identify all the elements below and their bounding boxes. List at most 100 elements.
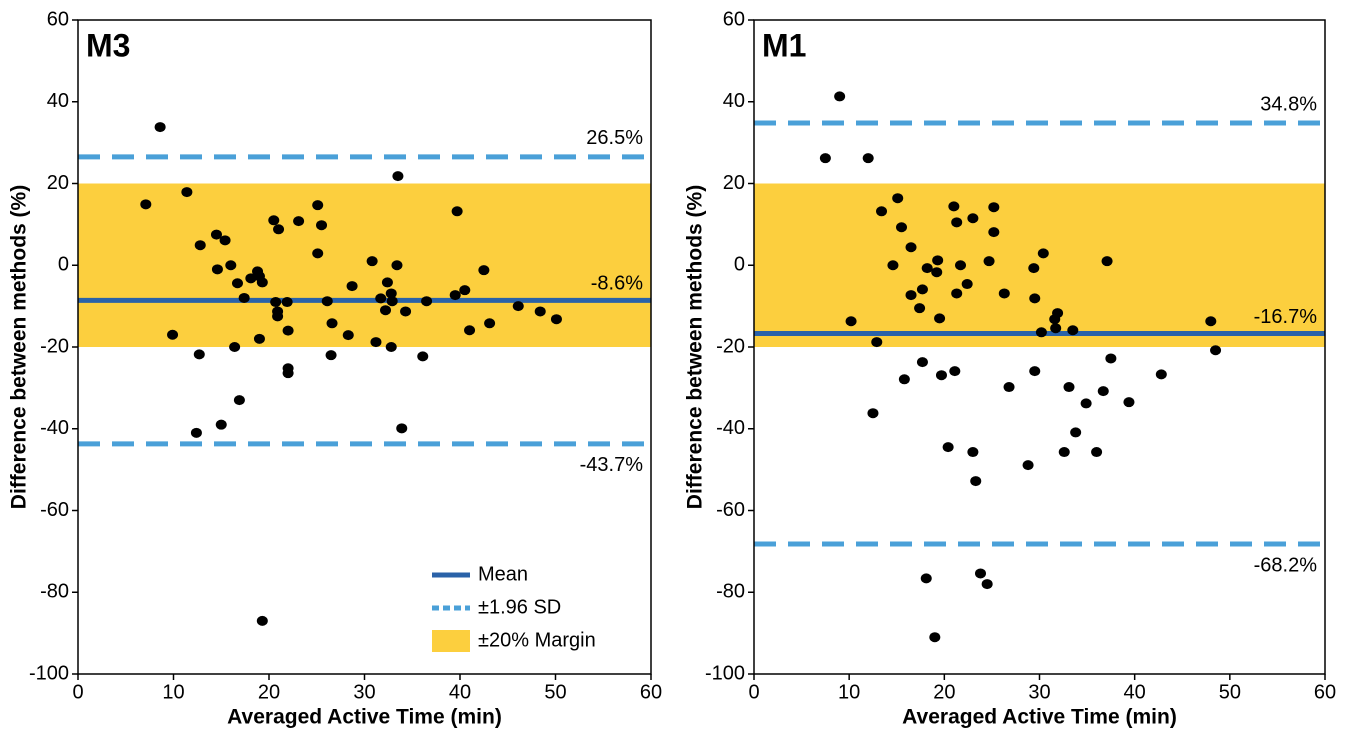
data-point <box>862 153 874 164</box>
data-point <box>370 337 382 348</box>
data-point <box>238 292 250 303</box>
data-point <box>1003 382 1015 393</box>
data-point <box>981 579 993 590</box>
y-tick-label: 60 <box>47 8 69 30</box>
data-point <box>256 277 268 288</box>
data-point <box>154 122 166 133</box>
data-point <box>312 200 324 211</box>
sd-value-label: 34.8% <box>1260 93 1317 115</box>
panel-title: M1 <box>762 27 806 63</box>
data-point <box>366 256 378 267</box>
margin-band <box>78 183 651 347</box>
x-tick-label: 40 <box>449 681 471 703</box>
data-point <box>914 303 926 314</box>
data-point <box>998 288 1010 299</box>
data-point <box>898 374 910 385</box>
data-point <box>845 316 857 327</box>
data-point <box>417 351 429 362</box>
data-point <box>325 350 337 361</box>
x-tick-label: 50 <box>544 681 566 703</box>
y-tick-label: -100 <box>705 662 745 684</box>
sd-value-label: 26.5% <box>586 127 643 149</box>
data-point <box>951 217 963 228</box>
data-point <box>929 632 941 643</box>
sd-value-label: -43.7% <box>580 454 644 476</box>
data-point <box>451 206 463 217</box>
data-point <box>1205 316 1217 327</box>
data-point <box>974 568 986 579</box>
data-point <box>920 573 932 584</box>
data-point <box>1105 353 1117 364</box>
legend-swatch <box>432 630 470 652</box>
panel-title: M3 <box>86 27 130 63</box>
data-point <box>312 248 324 259</box>
data-point <box>225 260 237 271</box>
data-point <box>316 220 328 231</box>
x-axis-label: Averaged Active Time (min) <box>902 706 1177 729</box>
data-point <box>1080 398 1092 409</box>
y-tick-label: -80 <box>716 581 745 603</box>
data-point <box>346 281 358 292</box>
data-point <box>1050 323 1062 334</box>
data-point <box>871 337 883 348</box>
data-point <box>934 313 946 324</box>
data-point <box>931 267 943 278</box>
y-tick-label: -60 <box>40 499 69 521</box>
data-point <box>272 311 284 322</box>
data-point <box>282 325 294 336</box>
data-point <box>1029 366 1041 377</box>
data-point <box>293 216 305 227</box>
data-point <box>921 263 933 274</box>
x-tick-label: 20 <box>933 681 955 703</box>
data-point <box>181 187 193 198</box>
data-point <box>421 296 433 307</box>
legend-label: Mean <box>478 563 528 585</box>
data-point <box>951 288 963 299</box>
data-point <box>1022 460 1034 471</box>
x-tick-label: 10 <box>162 681 184 703</box>
x-tick-label: 60 <box>640 681 662 703</box>
x-tick-label: 30 <box>1028 681 1050 703</box>
data-point <box>1070 427 1082 438</box>
y-tick-label: -100 <box>29 662 69 684</box>
y-tick-label: 20 <box>47 172 69 194</box>
x-tick-label: 20 <box>258 681 280 703</box>
x-tick-label: 50 <box>1219 681 1241 703</box>
data-point <box>916 357 928 368</box>
data-point <box>245 273 257 284</box>
data-point <box>167 329 179 340</box>
data-point <box>819 153 831 164</box>
data-point <box>400 306 412 317</box>
data-point <box>194 240 206 251</box>
data-point <box>385 288 397 299</box>
legend: Mean ±1.96 SD ±20% Margin <box>432 563 596 652</box>
data-point <box>896 222 908 233</box>
data-point <box>140 199 152 210</box>
data-point <box>381 277 393 288</box>
y-axis-label: Difference between methods (%) <box>684 185 707 509</box>
data-point <box>955 260 967 271</box>
margin-band <box>754 183 1325 347</box>
data-point <box>1091 447 1103 458</box>
data-point <box>892 193 904 204</box>
x-tick-label: 40 <box>1124 681 1146 703</box>
data-point <box>988 202 1000 213</box>
y-tick-label: -40 <box>716 417 745 439</box>
data-point <box>1037 248 1049 259</box>
data-point <box>970 476 982 487</box>
x-tick-label: 0 <box>72 681 83 703</box>
data-point <box>1097 386 1109 397</box>
data-point <box>1101 256 1113 267</box>
data-point <box>391 260 403 271</box>
data-point <box>380 305 392 316</box>
data-point <box>834 91 846 102</box>
data-point <box>478 265 490 276</box>
data-point <box>550 314 562 325</box>
data-point <box>233 395 245 406</box>
panel: 34.8% -68.2% -16.7% -100 -80 -60 -40 -20 0 20 40 60… <box>684 8 1337 728</box>
data-point <box>1123 397 1135 408</box>
data-point <box>231 278 243 289</box>
data-point <box>1067 325 1079 336</box>
